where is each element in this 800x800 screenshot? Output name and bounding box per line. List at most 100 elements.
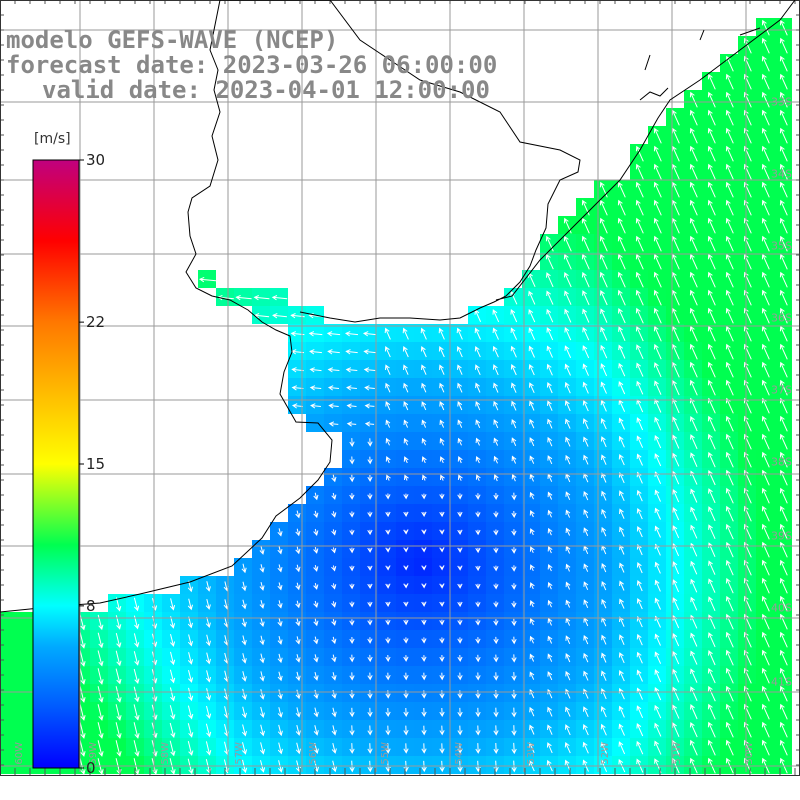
wind-arrow: [79, 704, 86, 721]
wind-arrow: [241, 581, 247, 592]
speed-cell: [252, 630, 270, 648]
speed-cell: [594, 432, 612, 450]
speed-cell: [594, 648, 612, 666]
speed-cell: [450, 504, 468, 522]
wind-arrow: [707, 739, 716, 756]
wind-arrow: [493, 547, 499, 554]
wind-arrow: [600, 290, 608, 306]
speed-cell: [684, 414, 702, 432]
wind-arrow: [761, 487, 770, 504]
wind-arrow: [583, 706, 589, 718]
wind-arrow: [547, 509, 553, 518]
speed-cell: [450, 522, 468, 540]
wind-arrow: [97, 632, 104, 649]
wind-arrow: [565, 670, 571, 681]
speed-cell: [432, 738, 450, 756]
wind-arrow: [707, 343, 716, 360]
speed-cell: [234, 720, 252, 738]
wind-arrow: [725, 415, 734, 432]
wind-arrow: [689, 721, 698, 738]
speed-cell: [522, 468, 540, 486]
wind-arrow: [583, 634, 589, 645]
wind-arrow: [367, 474, 373, 483]
speed-cell: [432, 666, 450, 684]
wind-arrow: [421, 655, 427, 662]
wind-arrow: [349, 547, 355, 554]
wind-arrow: [529, 510, 535, 518]
speed-cell: [180, 756, 198, 774]
speed-cell: [108, 594, 126, 612]
speed-cell: [180, 720, 198, 738]
wind-arrow: [725, 343, 734, 360]
wind-arrow: [761, 91, 770, 108]
speed-cell: [396, 630, 414, 648]
wind-arrow: [690, 578, 698, 593]
wind-arrow: [367, 529, 373, 536]
wind-arrow: [259, 564, 265, 573]
colorbar-tick-label: 8: [86, 596, 96, 615]
speed-cell: [216, 702, 234, 720]
wind-arrow: [277, 546, 283, 555]
wind-arrow: [97, 650, 104, 667]
wind-arrow: [367, 601, 373, 608]
wind-arrow: [349, 619, 355, 626]
wind-arrow: [708, 650, 716, 666]
speed-cell: [432, 486, 450, 504]
wind-arrow: [565, 509, 571, 518]
speed-cell: [234, 630, 252, 648]
wind-arrow: [439, 601, 445, 607]
wind-arrow: [600, 308, 608, 323]
wind-arrow: [115, 722, 122, 739]
speed-cell: [612, 666, 630, 684]
wind-arrow: [349, 511, 355, 518]
speed-cell: [0, 720, 18, 738]
speed-cell: [144, 648, 162, 666]
wind-arrow: [707, 73, 716, 90]
wind-arrow: [654, 453, 662, 467]
wind-arrow: [187, 634, 193, 647]
speed-cell: [504, 738, 522, 756]
speed-cell: [180, 612, 198, 630]
speed-cell: [234, 684, 252, 702]
speed-cell: [612, 540, 630, 558]
speed-cell: [18, 756, 36, 774]
speed-cell: [432, 378, 450, 396]
speed-cell: [450, 666, 468, 684]
wind-arrow: [725, 271, 734, 288]
wind-arrow: [565, 581, 571, 590]
wind-arrow: [331, 565, 337, 572]
speed-cell: [324, 522, 342, 540]
wind-arrow: [546, 382, 553, 394]
wind-arrow: [511, 689, 517, 700]
speed-cell: [234, 738, 252, 756]
wind-arrow: [636, 723, 644, 737]
speed-cell: [720, 540, 738, 558]
speed-cell: [252, 306, 270, 324]
speed-cell: [90, 630, 108, 648]
speed-cell: [504, 432, 522, 450]
wind-arrow: [511, 529, 517, 536]
wind-arrow: [672, 722, 680, 738]
wind-arrow: [205, 741, 212, 756]
wind-arrow: [654, 687, 662, 701]
speed-cell: [468, 630, 486, 648]
speed-cell: [216, 612, 234, 630]
speed-cell: [378, 342, 396, 360]
speed-cell: [18, 612, 36, 630]
wind-arrow: [529, 671, 535, 680]
speed-cell: [324, 360, 342, 378]
wind-arrow: [654, 489, 661, 502]
wind-arrow: [636, 507, 643, 520]
wind-arrow: [725, 505, 734, 522]
speed-cell: [504, 486, 522, 504]
speed-cell: [522, 324, 540, 342]
speed-cell: [594, 684, 612, 702]
wind-arrow: [295, 636, 301, 645]
speed-cell: [288, 576, 306, 594]
wind-arrow: [653, 217, 662, 234]
speed-cell: [144, 684, 162, 702]
wind-arrow: [636, 380, 644, 395]
wind-arrow: [779, 577, 788, 594]
speed-cell: [594, 450, 612, 468]
wind-arrow: [79, 668, 86, 685]
